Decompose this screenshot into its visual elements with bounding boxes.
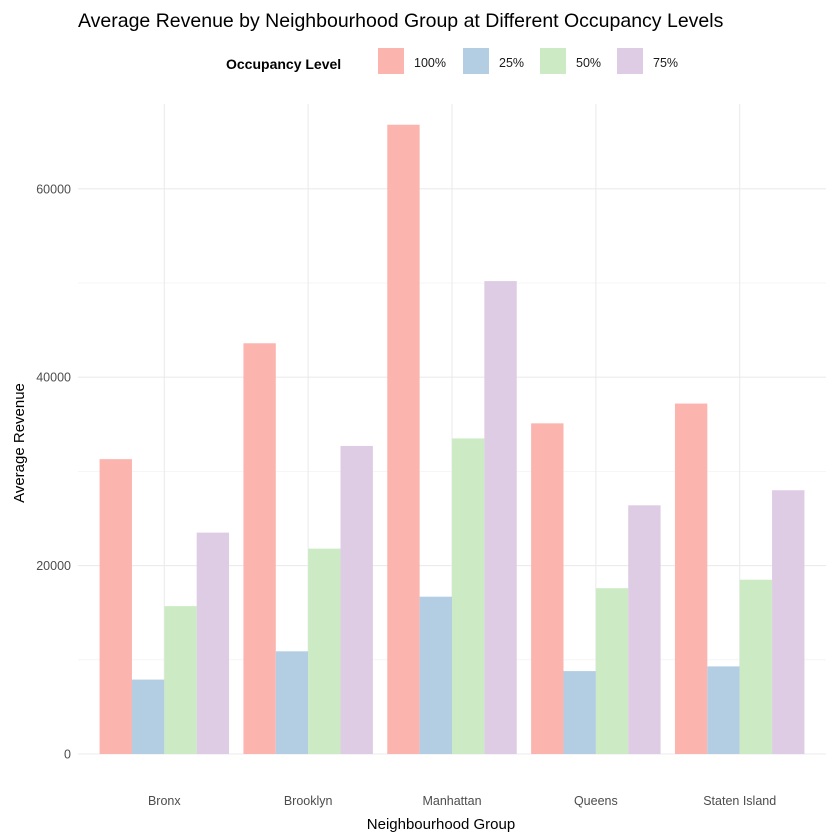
x-tick-label: Manhattan: [422, 794, 481, 808]
bar-brooklyn-75pct: [340, 445, 373, 754]
bars: [99, 124, 805, 755]
bar-queens-100pct: [531, 423, 564, 754]
x-axis-ticks: Bronx Brooklyn Manhattan Queens Staten Islan…: [148, 794, 776, 808]
bar-manhattan-100pct: [387, 124, 420, 755]
y-tick-label: 20000: [36, 559, 71, 573]
bar-bronx-100pct: [99, 459, 132, 754]
legend-label: 25%: [499, 56, 524, 70]
legend-label: 75%: [653, 56, 678, 70]
legend: Occupancy Level 100% 25% 50% 75%: [226, 48, 678, 74]
bar-brooklyn-100pct: [243, 343, 276, 754]
bar-bronx-75pct: [196, 532, 230, 754]
bar-bronx-25pct: [131, 679, 165, 754]
y-tick-label: 60000: [36, 182, 71, 196]
x-tick-label: Brooklyn: [284, 794, 333, 808]
legend-key-50pct: [540, 48, 566, 74]
legend-key-25pct: [463, 48, 489, 74]
bar-manhattan-75pct: [484, 281, 517, 754]
bar-queens-75pct: [628, 505, 661, 754]
y-tick-label: 40000: [36, 371, 71, 385]
bar-brooklyn-25pct: [275, 651, 309, 754]
y-tick-label: 0: [64, 748, 71, 762]
bar-staten-island-25pct: [707, 666, 740, 754]
x-tick-label: Staten Island: [703, 794, 776, 808]
y-axis-ticks: 0 20000 40000 60000: [36, 182, 71, 761]
bar-staten-island-50pct: [739, 579, 773, 754]
bar-staten-island-100pct: [674, 403, 708, 754]
chart-title: Average Revenue by Neighbourhood Group a…: [78, 10, 724, 32]
y-axis-title: Average Revenue: [11, 383, 28, 503]
bar-brooklyn-50pct: [308, 548, 341, 754]
bar-queens-25pct: [563, 671, 596, 754]
x-tick-label: Queens: [574, 794, 618, 808]
bar-staten-island-75pct: [772, 490, 805, 754]
bar-manhattan-25pct: [419, 596, 452, 754]
bar-bronx-50pct: [164, 606, 197, 754]
legend-label: 50%: [576, 56, 601, 70]
legend-key-100pct: [378, 48, 404, 74]
legend-key-75pct: [617, 48, 643, 74]
x-tick-label: Bronx: [148, 794, 181, 808]
legend-title: Occupancy Level: [226, 56, 341, 72]
bar-manhattan-50pct: [452, 438, 485, 754]
x-axis-title: Neighbourhood Group: [367, 816, 515, 833]
legend-label: 100%: [414, 56, 446, 70]
bar-queens-50pct: [595, 588, 629, 754]
